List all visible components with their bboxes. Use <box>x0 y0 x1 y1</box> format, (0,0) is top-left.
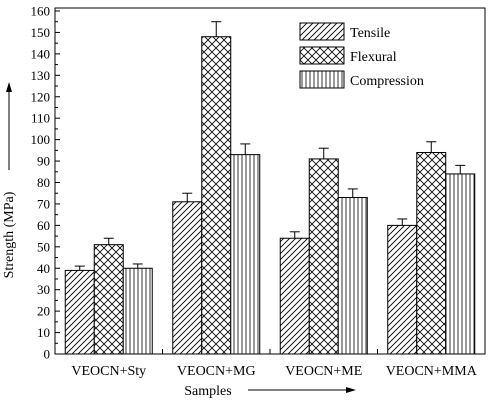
y-tick-label: 30 <box>37 282 50 297</box>
y-tick-label: 90 <box>37 154 50 169</box>
bar-compression <box>122 267 153 355</box>
bar-tensile <box>387 224 418 355</box>
bar-compression <box>230 154 261 355</box>
y-tick-label: 70 <box>37 196 50 211</box>
bar-flexural <box>201 36 232 355</box>
y-tick-label: 10 <box>37 325 50 340</box>
x-axis-arrow-head <box>346 387 356 393</box>
x-axis: VEOCN+Sty VEOCN+MG VEOCN+ME VEOCN+MMA <box>71 349 478 379</box>
legend-label-tensile: Tensile <box>350 26 390 41</box>
x-axis-title-group: Samples <box>184 384 356 399</box>
bar-compression <box>337 197 368 355</box>
bar-flexural <box>308 158 339 355</box>
x-tick-label: VEOCN+MG <box>177 364 256 379</box>
x-tick-label: VEOCN+ME <box>285 364 362 379</box>
y-tick-label: 0 <box>44 347 51 362</box>
y-tick-label: 160 <box>31 4 51 19</box>
y-tick-label: 130 <box>31 68 51 83</box>
legend-swatch-compression <box>299 70 345 89</box>
y-axis-title-group: Strength (MPa) <box>2 82 17 278</box>
bar-compression <box>445 173 476 355</box>
legend: Tensile Flexural Compression <box>299 22 424 89</box>
bar-tensile <box>64 269 95 355</box>
y-tick-label: 40 <box>37 261 50 276</box>
y-tick-label: 50 <box>37 239 50 254</box>
legend-swatch-flexural <box>299 46 345 65</box>
y-axis: 0 10 20 30 40 50 60 70 80 90 100 110 120 130 140 150 160 <box>31 4 60 362</box>
y-tick-label: 150 <box>31 25 51 40</box>
y-tick-label: 60 <box>37 218 50 233</box>
legend-label-flexural: Flexural <box>350 50 397 65</box>
y-tick-label: 80 <box>37 175 50 190</box>
bar-flexural <box>416 151 447 355</box>
y-tick-label: 110 <box>31 111 50 126</box>
bar-tensile <box>172 201 203 355</box>
y-tick-label: 140 <box>31 46 51 61</box>
y-axis-title: Strength (MPa) <box>2 191 17 278</box>
y-axis-arrow-head <box>6 82 12 92</box>
x-axis-title: Samples <box>184 384 231 399</box>
x-tick-label: VEOCN+Sty <box>71 364 146 379</box>
bar-groups <box>64 21 476 355</box>
x-tick-label: VEOCN+MMA <box>386 364 478 379</box>
bar-tensile <box>279 237 310 355</box>
y-tick-label: 100 <box>31 132 51 147</box>
y-tick-label: 20 <box>37 304 50 319</box>
y-tick-label: 120 <box>31 89 51 104</box>
legend-swatch-tensile <box>299 22 345 41</box>
bar-flexural <box>93 244 124 355</box>
legend-label-compression: Compression <box>350 74 424 89</box>
